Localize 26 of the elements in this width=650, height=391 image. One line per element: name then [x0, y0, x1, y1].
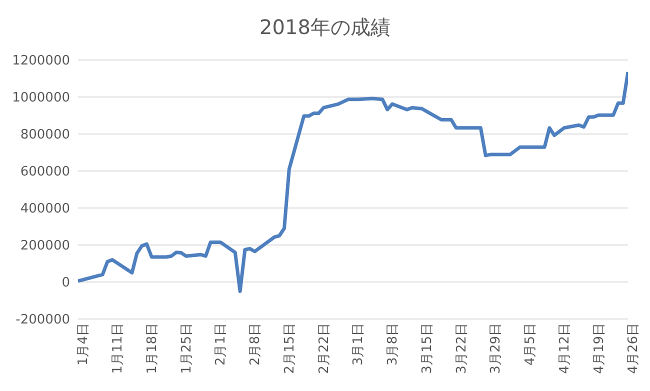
x-tick-label: 2月22日 [316, 323, 332, 374]
x-tick-label: 1月18日 [144, 323, 160, 374]
y-tick-label: 400000 [20, 202, 70, 217]
x-tick-label: 2月15日 [282, 323, 298, 374]
x-tick-label: 3月8日 [386, 323, 401, 366]
x-tick-label: 1月11日 [110, 323, 126, 374]
y-tick-label: 1000000 [12, 90, 70, 106]
x-tick-label: 4月12日 [557, 323, 572, 374]
x-tick-label: 3月1日 [351, 323, 366, 366]
y-tick-label: 600000 [20, 164, 70, 180]
x-tick-label: 3月15日 [420, 323, 435, 374]
x-tick-label: 4月26日 [626, 323, 642, 374]
chart-title: 2018年の成績 [258, 14, 392, 41]
y-tick-label: 1200000 [12, 54, 70, 69]
y-tick-label: 0 [62, 276, 70, 291]
x-tick-label: 2月8日 [248, 323, 264, 366]
x-tick-label: 4月5日 [523, 323, 538, 366]
x-tick-label: 4月19日 [592, 323, 607, 374]
y-tick-label: 200000 [20, 238, 70, 254]
x-tick-label: 2月1日 [214, 323, 229, 366]
x-tick-label: 1月25日 [179, 323, 194, 374]
x-tick-label: 1月4日 [76, 323, 92, 366]
y-tick-label: -200000 [16, 312, 70, 328]
x-tick-label: 3月22日 [454, 323, 470, 374]
y-tick-label: 800000 [20, 128, 70, 143]
x-tick-label: 3月29日 [488, 323, 504, 374]
